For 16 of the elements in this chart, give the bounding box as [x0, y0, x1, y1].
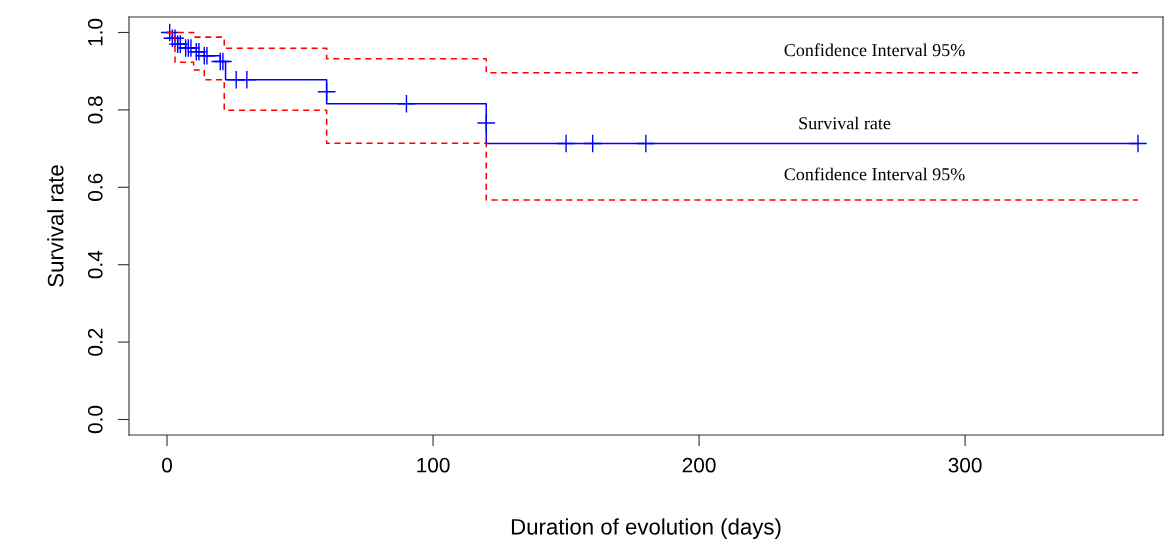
- x-tick-label: 0: [162, 457, 173, 473]
- x-axis-title: Duration of evolution (days): [511, 518, 781, 540]
- annotation: Confidence Interval 95%: [784, 43, 965, 57]
- x-tick-label: 100: [417, 457, 450, 473]
- y-tick-label: 0.8: [87, 96, 103, 124]
- y-axis-title: Survival rate: [47, 165, 64, 287]
- y-tick-label: 0.2: [87, 328, 103, 356]
- y-tick-label: 1.0: [87, 18, 103, 46]
- point: [160, 23, 180, 42]
- annotation: Confidence Interval 95%: [784, 167, 965, 181]
- x-tick-label: 300: [948, 457, 982, 473]
- y-tick-label: 0.0: [87, 405, 103, 434]
- y-tick-label: 0.4: [87, 250, 103, 279]
- x-tick-label: 200: [682, 457, 716, 473]
- y-tick-label: 0.6: [87, 173, 103, 201]
- annotation: Survival rate: [799, 116, 891, 130]
